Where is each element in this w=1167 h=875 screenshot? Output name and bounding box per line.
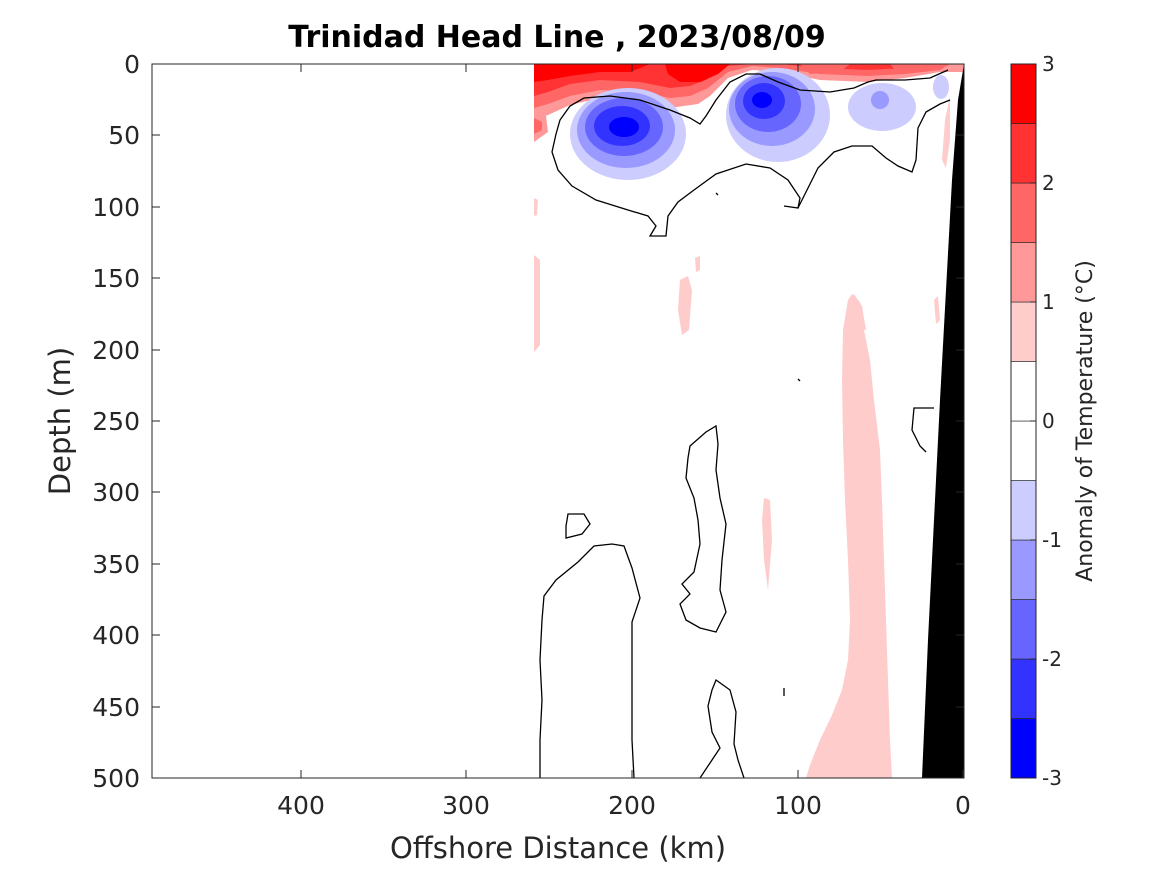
colorbar-tick-label: 0 bbox=[1042, 409, 1055, 433]
y-tick-label: 50 bbox=[108, 121, 140, 150]
x-tick-label: 200 bbox=[608, 791, 656, 820]
colorbar-swatch bbox=[1010, 182, 1037, 243]
y-tick-label: 100 bbox=[92, 193, 140, 222]
y-tick-label: 150 bbox=[92, 264, 140, 293]
colorbar-tick-label: 2 bbox=[1042, 171, 1055, 195]
x-tick-label: 100 bbox=[774, 791, 822, 820]
chart-title: Trinidad Head Line , 2023/08/09 bbox=[288, 20, 825, 55]
colorbar-swatch bbox=[1010, 242, 1037, 303]
y-tick-label: 200 bbox=[92, 336, 140, 365]
colorbar-swatch bbox=[1010, 539, 1037, 600]
colorbar-swatch bbox=[1010, 123, 1037, 184]
y-tick-label: 500 bbox=[92, 764, 140, 793]
x-axis: 400 300 200 100 0 Offshore Distance (km) bbox=[277, 64, 971, 865]
bathymetry bbox=[922, 64, 964, 778]
y-tick-label: 300 bbox=[92, 478, 140, 507]
x-tick-label: 400 bbox=[277, 791, 325, 820]
colorbar-swatch bbox=[1010, 718, 1037, 779]
colorbar-swatch bbox=[1010, 480, 1037, 541]
cold-core-200km bbox=[570, 88, 686, 180]
x-tick-label: 0 bbox=[955, 791, 971, 820]
colorbar-swatch bbox=[1010, 63, 1037, 124]
colorbar-tick-label: 1 bbox=[1042, 290, 1055, 314]
colorbar-swatch bbox=[1010, 658, 1037, 719]
y-tick-label: 450 bbox=[92, 693, 140, 722]
warm-surface-layer bbox=[534, 64, 964, 168]
plot-area bbox=[152, 64, 964, 778]
y-axis-label: Depth (m) bbox=[43, 347, 77, 495]
plot-content bbox=[534, 64, 964, 778]
zero-contours bbox=[539, 69, 951, 778]
colorbar: 3 2 1 0 -1 -2 -3 Anomaly of Temperature … bbox=[1010, 52, 1098, 790]
colorbar-swatch bbox=[1010, 420, 1037, 481]
x-tick-label: 300 bbox=[442, 791, 490, 820]
colorbar-swatch bbox=[1010, 301, 1037, 362]
y-tick-label: 250 bbox=[92, 407, 140, 436]
y-tick-label: 0 bbox=[124, 50, 140, 79]
colorbar-tick-label: 3 bbox=[1042, 52, 1055, 76]
colorbar-tick-label: -3 bbox=[1042, 766, 1062, 790]
colorbar-swatch bbox=[1010, 599, 1037, 660]
cold-core-50km bbox=[848, 75, 949, 131]
colorbar-tick-label: -2 bbox=[1042, 647, 1062, 671]
colorbar-swatch bbox=[1010, 361, 1037, 422]
x-axis-label: Offshore Distance (km) bbox=[390, 831, 726, 865]
colorbar-tick-label: -1 bbox=[1042, 528, 1062, 552]
y-tick-label: 400 bbox=[92, 621, 140, 650]
y-tick-label: 350 bbox=[92, 550, 140, 579]
y-axis: 0 50 100 150 200 250 300 350 400 450 500… bbox=[43, 50, 964, 793]
warm-band-deep bbox=[534, 198, 940, 778]
cold-core-120km bbox=[726, 68, 830, 162]
colorbar-label: Anomaly of Temperature (°C) bbox=[1073, 260, 1098, 582]
